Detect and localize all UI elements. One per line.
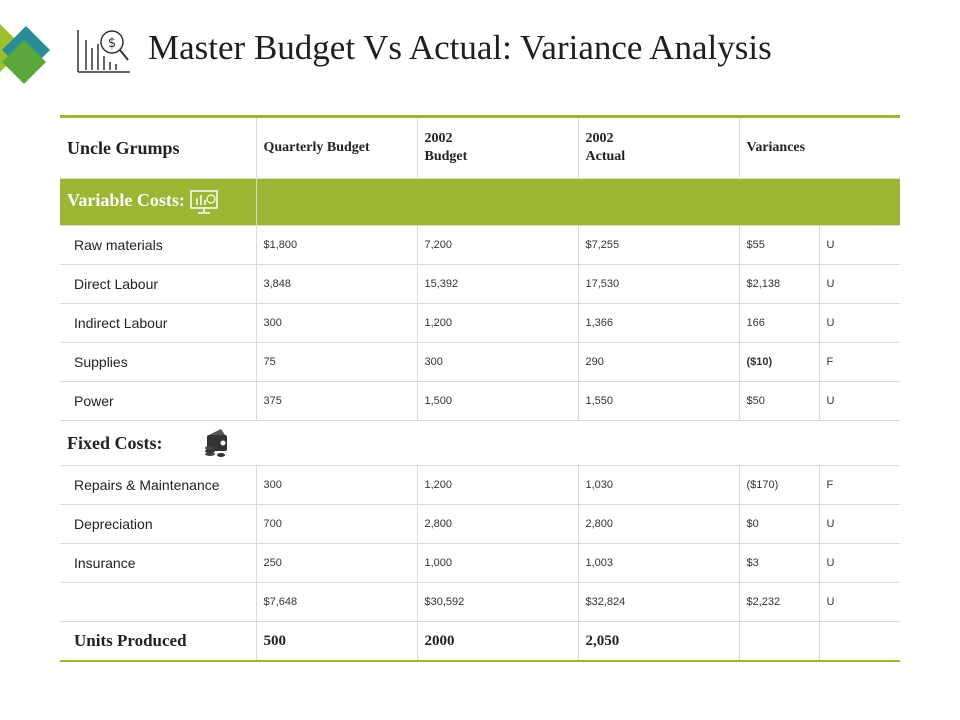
row-item: Raw materials <box>60 225 257 265</box>
row-item: Indirect Labour <box>60 303 257 343</box>
variance-flag-cell: F <box>818 342 900 382</box>
budget-cell: 2,800 <box>416 504 579 544</box>
row-item: Repairs & Maintenance <box>60 465 257 505</box>
budget-total-cell: $30,592 <box>416 582 579 622</box>
variance-flag-cell: U <box>818 303 900 343</box>
budget-cell: 7,200 <box>416 225 579 265</box>
variance-cell: ($170) <box>738 465 820 505</box>
variable-costs-filler <box>255 178 900 226</box>
table-row: Indirect Labour 300 1,200 1,366 166 U <box>60 303 900 343</box>
quarterly-cell: 300 <box>255 303 418 343</box>
actual-total-cell: $32,824 <box>577 582 740 622</box>
variance-flag-cell: U <box>818 225 900 265</box>
budget-cell: 1,200 <box>416 303 579 343</box>
actual-cell: 1,366 <box>577 303 740 343</box>
variance-cell: $55 <box>738 225 820 265</box>
variance-flag-cell: F <box>818 465 900 505</box>
table-row: Repairs & Maintenance 300 1,200 1,030 ($… <box>60 465 900 505</box>
variance-cell: $2,138 <box>738 264 820 304</box>
monitor-chart-icon <box>190 190 219 214</box>
variance-cell: $50 <box>738 381 820 421</box>
variance-flag-cell: U <box>818 543 900 583</box>
row-item: Insurance <box>60 543 257 583</box>
variance-cell: 166 <box>738 303 820 343</box>
budget-cell: 15,392 <box>416 264 579 304</box>
variable-costs-cell: Variable Costs: <box>60 178 257 226</box>
units-produced-row: Units Produced 500 2000 2,050 <box>60 621 900 662</box>
actual-2002-header: 2002 Actual <box>577 116 740 179</box>
fixed-costs-section-row: Fixed Costs: <box>60 420 900 466</box>
units-quarterly-cell: 500 <box>255 621 418 662</box>
table-row: Depreciation 700 2,800 2,800 $0 U <box>60 504 900 544</box>
budget-variance-table: Uncle Grumps Quarterly Budget 2002 Budge… <box>60 115 900 662</box>
variable-costs-label: Variable Costs: <box>67 190 185 211</box>
fixed-costs-icon-cell <box>205 420 900 466</box>
quarterly-budget-header: Quarterly Budget <box>255 116 418 179</box>
units-produced-label: Units Produced <box>60 621 257 662</box>
budget-label: Budget <box>424 149 468 164</box>
actual-label: Actual <box>585 149 626 164</box>
variance-flag-cell: U <box>818 582 900 622</box>
variances-header: Variances <box>738 116 900 179</box>
actual-cell: 2,800 <box>577 504 740 544</box>
table-row: Power 375 1,500 1,550 $50 U <box>60 381 900 421</box>
variance-cell: ($10) <box>738 342 820 382</box>
units-actual-cell: 2,050 <box>577 621 740 662</box>
units-flag-cell <box>818 621 900 662</box>
actual-cell: 17,530 <box>577 264 740 304</box>
variance-flag-cell: U <box>818 264 900 304</box>
table-header-row: Uncle Grumps Quarterly Budget 2002 Budge… <box>60 116 900 179</box>
wallet-coins-icon <box>205 429 227 457</box>
table-row: Insurance 250 1,000 1,003 $3 U <box>60 543 900 583</box>
fixed-costs-label: Fixed Costs: <box>67 432 163 453</box>
total-row: $7,648 $30,592 $32,824 $2,232 U <box>60 582 900 622</box>
quarterly-cell: $1,800 <box>255 225 418 265</box>
logo-diamond-icon <box>0 24 50 84</box>
row-item: Depreciation <box>60 504 257 544</box>
row-item: Power <box>60 381 257 421</box>
table-row: Direct Labour 3,848 15,392 17,530 $2,138… <box>60 264 900 304</box>
quarterly-cell: 3,848 <box>255 264 418 304</box>
variance-cell: $0 <box>738 504 820 544</box>
quarterly-cell: 300 <box>255 465 418 505</box>
budget-cell: 1,200 <box>416 465 579 505</box>
quarterly-cell: 700 <box>255 504 418 544</box>
svg-text:$: $ <box>108 36 116 51</box>
page-title: Master Budget Vs Actual: Variance Analys… <box>148 28 772 67</box>
company-name-header: Uncle Grumps <box>60 116 257 179</box>
financial-chart-dollar-icon: $ <box>77 30 130 73</box>
actual-cell: $7,255 <box>577 225 740 265</box>
variance-flag-cell: U <box>818 381 900 421</box>
units-variance-cell <box>738 621 820 662</box>
variance-total-cell: $2,232 <box>738 582 820 622</box>
table-row: Raw materials $1,800 7,200 $7,255 $55 U <box>60 225 900 265</box>
actual-year-label: 2002 <box>585 131 614 146</box>
row-item: Direct Labour <box>60 264 257 304</box>
actual-cell: 290 <box>577 342 740 382</box>
units-budget-cell: 2000 <box>416 621 579 662</box>
row-item <box>60 582 257 622</box>
budget-cell: 1,500 <box>416 381 579 421</box>
budget-year-label: 2002 <box>424 131 453 146</box>
variance-flag-cell: U <box>818 504 900 544</box>
budget-2002-header: 2002 Budget <box>416 116 579 179</box>
budget-cell: 1,000 <box>416 543 579 583</box>
quarterly-cell: 375 <box>255 381 418 421</box>
quarterly-cell: 250 <box>255 543 418 583</box>
quarterly-total-cell: $7,648 <box>255 582 418 622</box>
quarterly-cell: 75 <box>255 342 418 382</box>
actual-cell: 1,550 <box>577 381 740 421</box>
table-row: Supplies 75 300 290 ($10) F <box>60 342 900 382</box>
variance-cell: $3 <box>738 543 820 583</box>
budget-cell: 300 <box>416 342 579 382</box>
actual-cell: 1,030 <box>577 465 740 505</box>
variable-costs-section-row: Variable Costs: <box>60 178 900 226</box>
row-item: Supplies <box>60 342 257 382</box>
actual-cell: 1,003 <box>577 543 740 583</box>
